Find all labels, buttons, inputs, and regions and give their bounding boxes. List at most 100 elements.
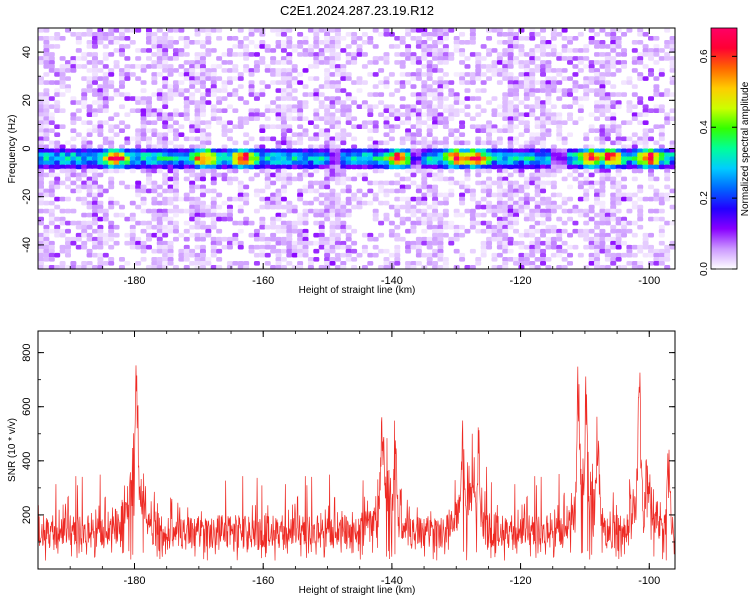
heatmap-cell [637,112,644,117]
heatmap-cell [626,152,633,158]
heatmap-cell [156,56,163,61]
heatmap-cell [135,240,142,246]
heatmap-cell [91,244,98,250]
heatmap-cell [361,172,368,178]
heatmap-cell [140,208,147,214]
heatmap-cell [594,44,601,49]
heatmap-cell [167,260,174,266]
heatmap-cell [210,180,217,186]
heatmap-cell [324,96,331,101]
heatmap-cell [545,40,552,45]
heatmap-cell [567,208,574,214]
heatmap-cell [318,212,325,218]
heatmap-cell [38,112,44,117]
heatmap-cell [264,252,271,258]
heatmap-cell [469,148,476,154]
heatmap-cell [54,72,61,77]
heatmap-cell [297,260,304,266]
heatmap-cell [604,208,611,214]
heatmap-cell [356,196,363,202]
heatmap-cell [194,32,201,37]
heatmap-cell [388,124,395,130]
heatmap-cell [275,68,282,73]
heatmap-cell [480,196,487,202]
heatmap-cell [183,52,190,57]
heatmap-cell [448,116,455,121]
heatmap-cell [453,36,460,41]
heatmap-cell [97,36,104,41]
heatmap-cell [399,148,406,154]
heatmap-cell [86,188,93,194]
heatmap-cell [653,104,660,109]
heatmap-cell [615,132,622,138]
heatmap-cell [577,68,584,73]
heatmap-cell [81,224,88,230]
heatmap-cell [172,132,179,138]
heatmap-cell [421,220,428,226]
heatmap-cell [172,84,179,89]
heatmap-cell [361,64,368,69]
heatmap-cell [550,88,557,93]
colorbar-gradient [711,28,737,269]
heatmap-cell [59,248,66,254]
heatmap-cell [318,104,325,109]
heatmap-cell [210,220,217,226]
heatmap-cell [102,32,109,37]
heatmap-cell [604,96,611,101]
heatmap-cell [167,36,174,41]
heatmap-cell [145,96,152,101]
heatmap-cell [469,156,476,162]
heatmap-cell [145,232,152,238]
heatmap-cell [572,56,579,61]
heatmap-cell [48,168,55,174]
heatmap-cell [523,180,530,186]
heatmap-cell [135,148,142,154]
heatmap-cell [253,172,260,178]
heatmap-cell [637,244,644,250]
heatmap-cell [648,184,655,190]
heatmap-cell [561,120,568,125]
heatmap-cell [329,228,336,234]
heatmap-cell [567,116,574,121]
heatmap-cell [280,164,287,170]
heatmap-cell [38,136,44,142]
heatmap-cell [70,180,77,186]
heatmap-cell [534,264,541,270]
heatmap-cell [669,156,676,162]
heatmap-cell [259,216,266,222]
heatmap-cell [59,72,66,77]
heatmap-cell [86,144,93,150]
heatmap-cell [248,40,255,45]
heatmap-cell [194,196,201,202]
heatmap-cell [491,236,498,242]
heatmap-cell [162,212,169,218]
heatmap-cell [329,236,336,242]
heatmap-cell [226,92,233,97]
heatmap-cell [496,148,503,154]
heatmap-cell [172,128,179,134]
heatmap-cell [340,128,347,134]
heatmap-cell [189,100,196,105]
heatmap-cell [475,256,482,262]
heatmap-cell [205,72,212,77]
heatmap-cell [145,100,152,105]
heatmap-cell [162,152,169,158]
heatmap-cell [513,216,520,222]
heatmap-cell [561,140,568,146]
heatmap-cell [658,208,665,214]
heatmap-cell [43,52,50,57]
heatmap-cell [421,64,428,69]
heatmap-cell [286,248,293,254]
heatmap-cell [550,164,557,170]
heatmap-cell [162,176,169,182]
heatmap-cell [486,204,493,210]
heatmap-cell [594,92,601,97]
heatmap-cell [621,144,628,150]
heatmap-cell [518,120,525,125]
heatmap-cell [410,108,417,113]
heatmap-cell [502,192,509,198]
heatmap-cell [372,156,379,162]
heatmap-cell [621,160,628,166]
heatmap-cell [442,256,449,262]
heatmap-cell [631,232,638,238]
